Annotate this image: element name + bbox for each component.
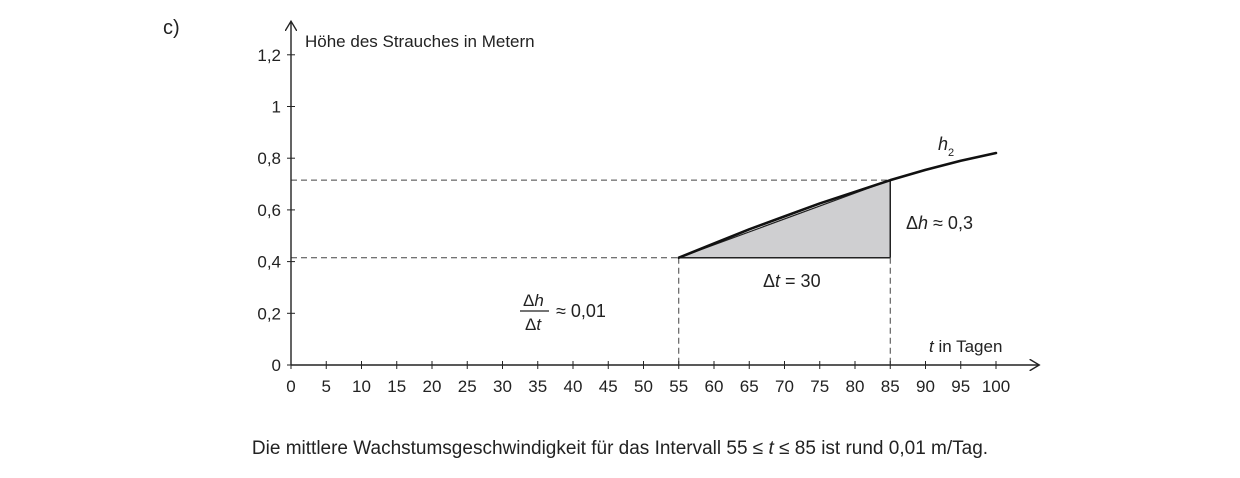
caption: Die mittlere Wachstumsgeschwindigkeit fü… [0,438,1240,460]
curve-label-sub: 2 [948,147,954,159]
x-tick-label: 60 [705,377,724,396]
frac-den-var: t [536,315,542,334]
curve-label: h2 [938,134,954,159]
y-tick-label: 0,2 [257,304,281,323]
x-tick-label: 75 [810,377,829,396]
x-tick-label: 30 [493,377,512,396]
x-tick-label: 5 [322,377,331,396]
y-tick-label: 0,8 [257,149,281,168]
x-tick-label: 15 [387,377,406,396]
x-tick-label: 65 [740,377,759,396]
delta-t-rest: = 30 [780,271,821,291]
caption-after: ≤ 85 ist rund 0,01 m/Tag. [773,438,989,459]
chart: c) 0 5 10 15 20 25 30 35 40 45 50 55 60 65 70 75 80 85 90 9… [163,17,1240,396]
frac-num-var: h [534,291,543,310]
frac-num-sym: Δ [523,291,534,310]
delta-t-var: t [775,271,781,291]
x-axis-label-rest: in Tagen [934,337,1003,356]
x-tick-label: 10 [352,377,371,396]
x-tick-label: 55 [669,377,688,396]
x-tick-label: 70 [775,377,794,396]
delta-h-var: h [918,213,928,233]
x-tick-label: 25 [458,377,477,396]
part-label: c) [163,17,180,39]
slope-fraction: Δh Δt ≈ 0,01 [520,291,606,334]
delta-h-label: Δh ≈ 0,3 [906,213,973,233]
caption-before: Die mittlere Wachstumsgeschwindigkeit fü… [251,438,769,459]
delta-t-sym: Δ [763,271,775,291]
y-tick-label: 1 [272,98,281,117]
caption-var: t [768,438,774,459]
y-tick-label: 1,2 [257,46,281,65]
y-axis-label: Höhe des Strauches in Metern [305,32,535,51]
x-tick-label: 50 [634,377,653,396]
x-tick-label: 100 [982,377,1010,396]
x-tick-label: 80 [846,377,865,396]
x-tick-label: 40 [564,377,583,396]
frac-den-sym: Δ [525,315,536,334]
x-tick-label: 20 [423,377,442,396]
x-tick-label: 35 [528,377,547,396]
fraction-numerator: Δh [523,291,544,310]
fraction-denominator: Δt [525,315,542,334]
x-axis-label-var: t [929,337,935,356]
x-tick-label: 90 [916,377,935,396]
x-tick-label: 45 [599,377,618,396]
y-tick-label: 0 [272,356,281,375]
curve-h2 [677,151,998,260]
x-tick-label: 85 [881,377,900,396]
y-tick-label: 0,4 [257,253,281,272]
x-tick-label: 0 [286,377,295,396]
fraction-result: ≈ 0,01 [556,301,606,321]
delta-h-rest: ≈ 0,3 [928,213,973,233]
x-tick-label: 95 [951,377,970,396]
y-tick-label: 0,6 [257,201,281,220]
delta-t-label: Δt = 30 [763,271,821,291]
x-axis-label: t in Tagen [929,337,1002,356]
delta-h-sym: Δ [906,213,918,233]
curve-label-main: h [938,134,948,154]
